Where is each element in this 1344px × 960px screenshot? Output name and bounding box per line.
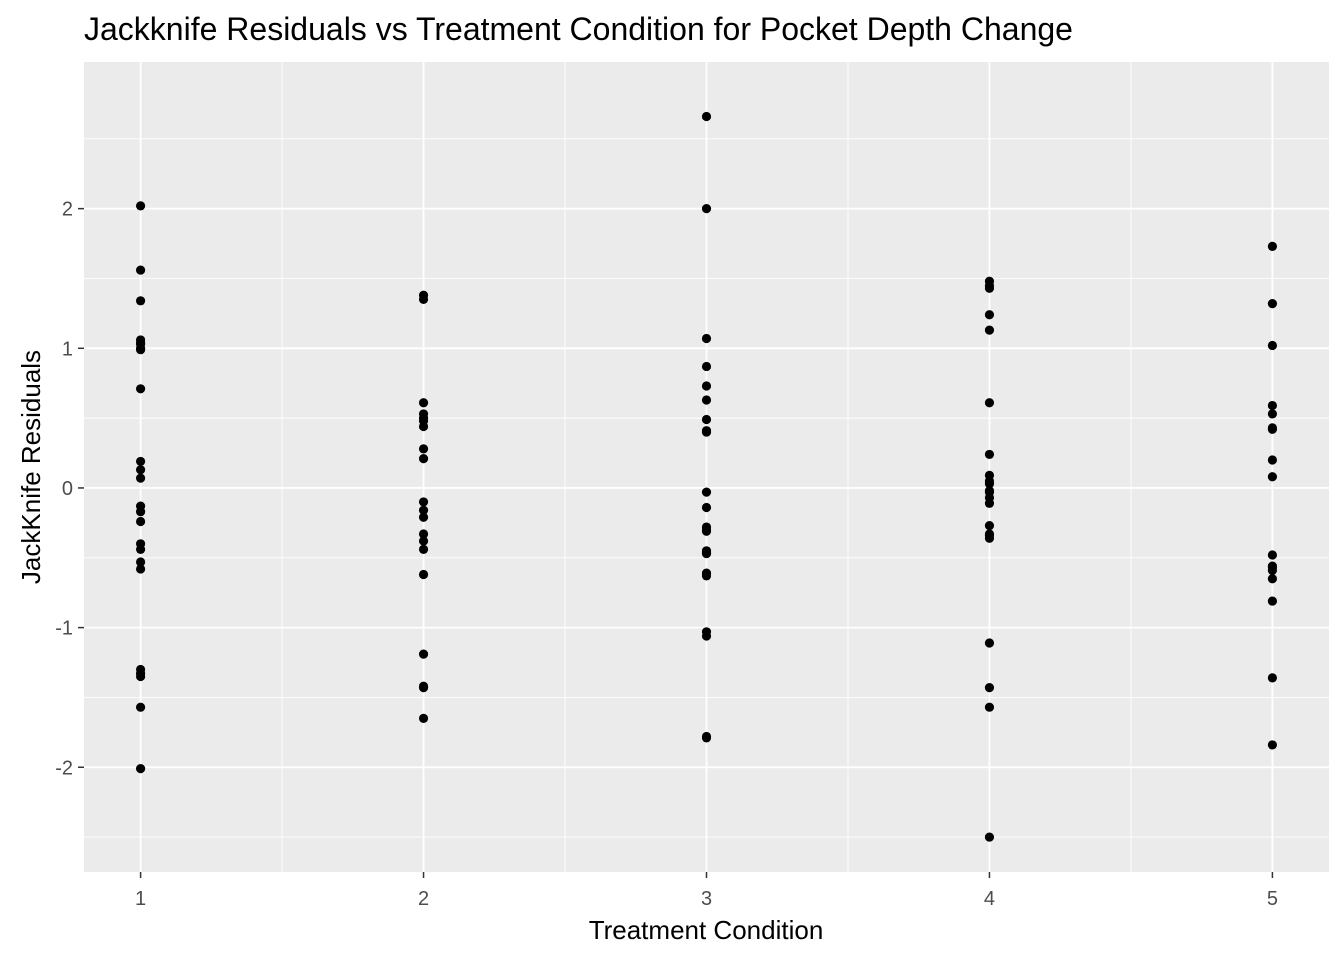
data-point xyxy=(984,832,995,842)
data-point xyxy=(1267,423,1278,433)
y-axis-ticks: -2 -1 0 1 2 xyxy=(55,199,84,779)
data-point xyxy=(135,338,146,348)
data-point xyxy=(701,111,712,122)
y-tick-label: -2 xyxy=(55,757,73,779)
data-point xyxy=(1267,562,1278,573)
data-point xyxy=(418,649,429,659)
data-point xyxy=(984,638,995,648)
data-points xyxy=(135,111,1278,842)
x-tick-label: 4 xyxy=(984,888,995,910)
data-point xyxy=(418,454,429,464)
data-point xyxy=(1267,673,1278,683)
data-point xyxy=(984,486,995,496)
data-point xyxy=(418,683,429,693)
data-point xyxy=(1267,340,1278,351)
y-tick-label: 1 xyxy=(62,338,73,360)
data-point xyxy=(135,456,146,467)
chart-title: Jackknife Residuals vs Treatment Conditi… xyxy=(84,11,1073,47)
data-point xyxy=(1267,409,1278,419)
data-point xyxy=(418,569,429,580)
x-tick-label: 2 xyxy=(418,888,429,910)
data-point xyxy=(701,381,712,391)
data-point xyxy=(418,444,429,454)
data-point xyxy=(418,512,429,522)
y-tick-label: 0 xyxy=(62,478,73,500)
data-point xyxy=(984,476,995,486)
data-point xyxy=(418,398,429,408)
data-point xyxy=(418,413,429,423)
data-point xyxy=(135,702,146,712)
data-point xyxy=(701,361,712,372)
x-axis-title: Treatment Condition xyxy=(589,915,824,945)
y-tick-label: -1 xyxy=(55,618,73,640)
y-tick-label: 2 xyxy=(62,199,73,221)
data-point xyxy=(135,296,146,306)
data-point xyxy=(701,526,712,536)
data-point xyxy=(984,521,995,531)
data-point xyxy=(701,733,712,743)
data-point xyxy=(135,507,146,517)
data-point xyxy=(701,547,712,557)
data-point xyxy=(984,398,995,408)
data-point xyxy=(135,564,146,574)
data-point xyxy=(701,414,712,425)
data-point xyxy=(135,557,146,567)
data-point xyxy=(135,516,146,527)
data-point xyxy=(1267,455,1278,465)
data-point xyxy=(135,265,146,275)
data-point xyxy=(1267,400,1278,411)
data-point xyxy=(984,280,995,291)
x-tick-label: 1 xyxy=(135,888,146,910)
data-point xyxy=(135,465,146,475)
x-axis-ticks: 1 2 3 4 5 xyxy=(135,872,1278,910)
data-point xyxy=(984,325,995,335)
data-point xyxy=(135,201,146,211)
data-point xyxy=(418,544,429,554)
data-point xyxy=(984,530,995,541)
data-point xyxy=(984,702,995,712)
data-point xyxy=(135,544,146,554)
data-point xyxy=(701,571,712,581)
data-point xyxy=(418,497,429,507)
data-point xyxy=(701,631,712,641)
data-point xyxy=(984,498,995,508)
data-point xyxy=(1267,550,1278,560)
data-point xyxy=(984,683,995,693)
y-axis-title: JackKnife Residuals xyxy=(16,350,46,584)
x-tick-label: 3 xyxy=(701,888,712,910)
data-point xyxy=(418,505,429,515)
data-point xyxy=(135,384,146,394)
data-point xyxy=(135,473,146,483)
data-point xyxy=(701,395,712,405)
data-point xyxy=(701,487,712,497)
data-point xyxy=(135,345,146,355)
data-point xyxy=(418,294,429,305)
data-point xyxy=(418,536,429,546)
data-point xyxy=(984,310,995,320)
data-point xyxy=(418,421,429,432)
data-point xyxy=(1267,740,1278,750)
data-point xyxy=(1267,299,1278,309)
data-point xyxy=(418,529,429,539)
data-point xyxy=(1267,596,1278,606)
data-point xyxy=(135,671,146,682)
data-point xyxy=(701,204,712,214)
data-point xyxy=(701,426,712,436)
data-point xyxy=(418,713,429,723)
data-point xyxy=(1267,574,1278,584)
data-point xyxy=(1267,241,1278,251)
x-tick-label: 5 xyxy=(1267,888,1278,910)
data-point xyxy=(701,502,712,513)
data-point xyxy=(984,449,995,460)
data-point xyxy=(701,333,712,344)
data-point xyxy=(135,764,146,774)
data-point xyxy=(1267,472,1278,482)
